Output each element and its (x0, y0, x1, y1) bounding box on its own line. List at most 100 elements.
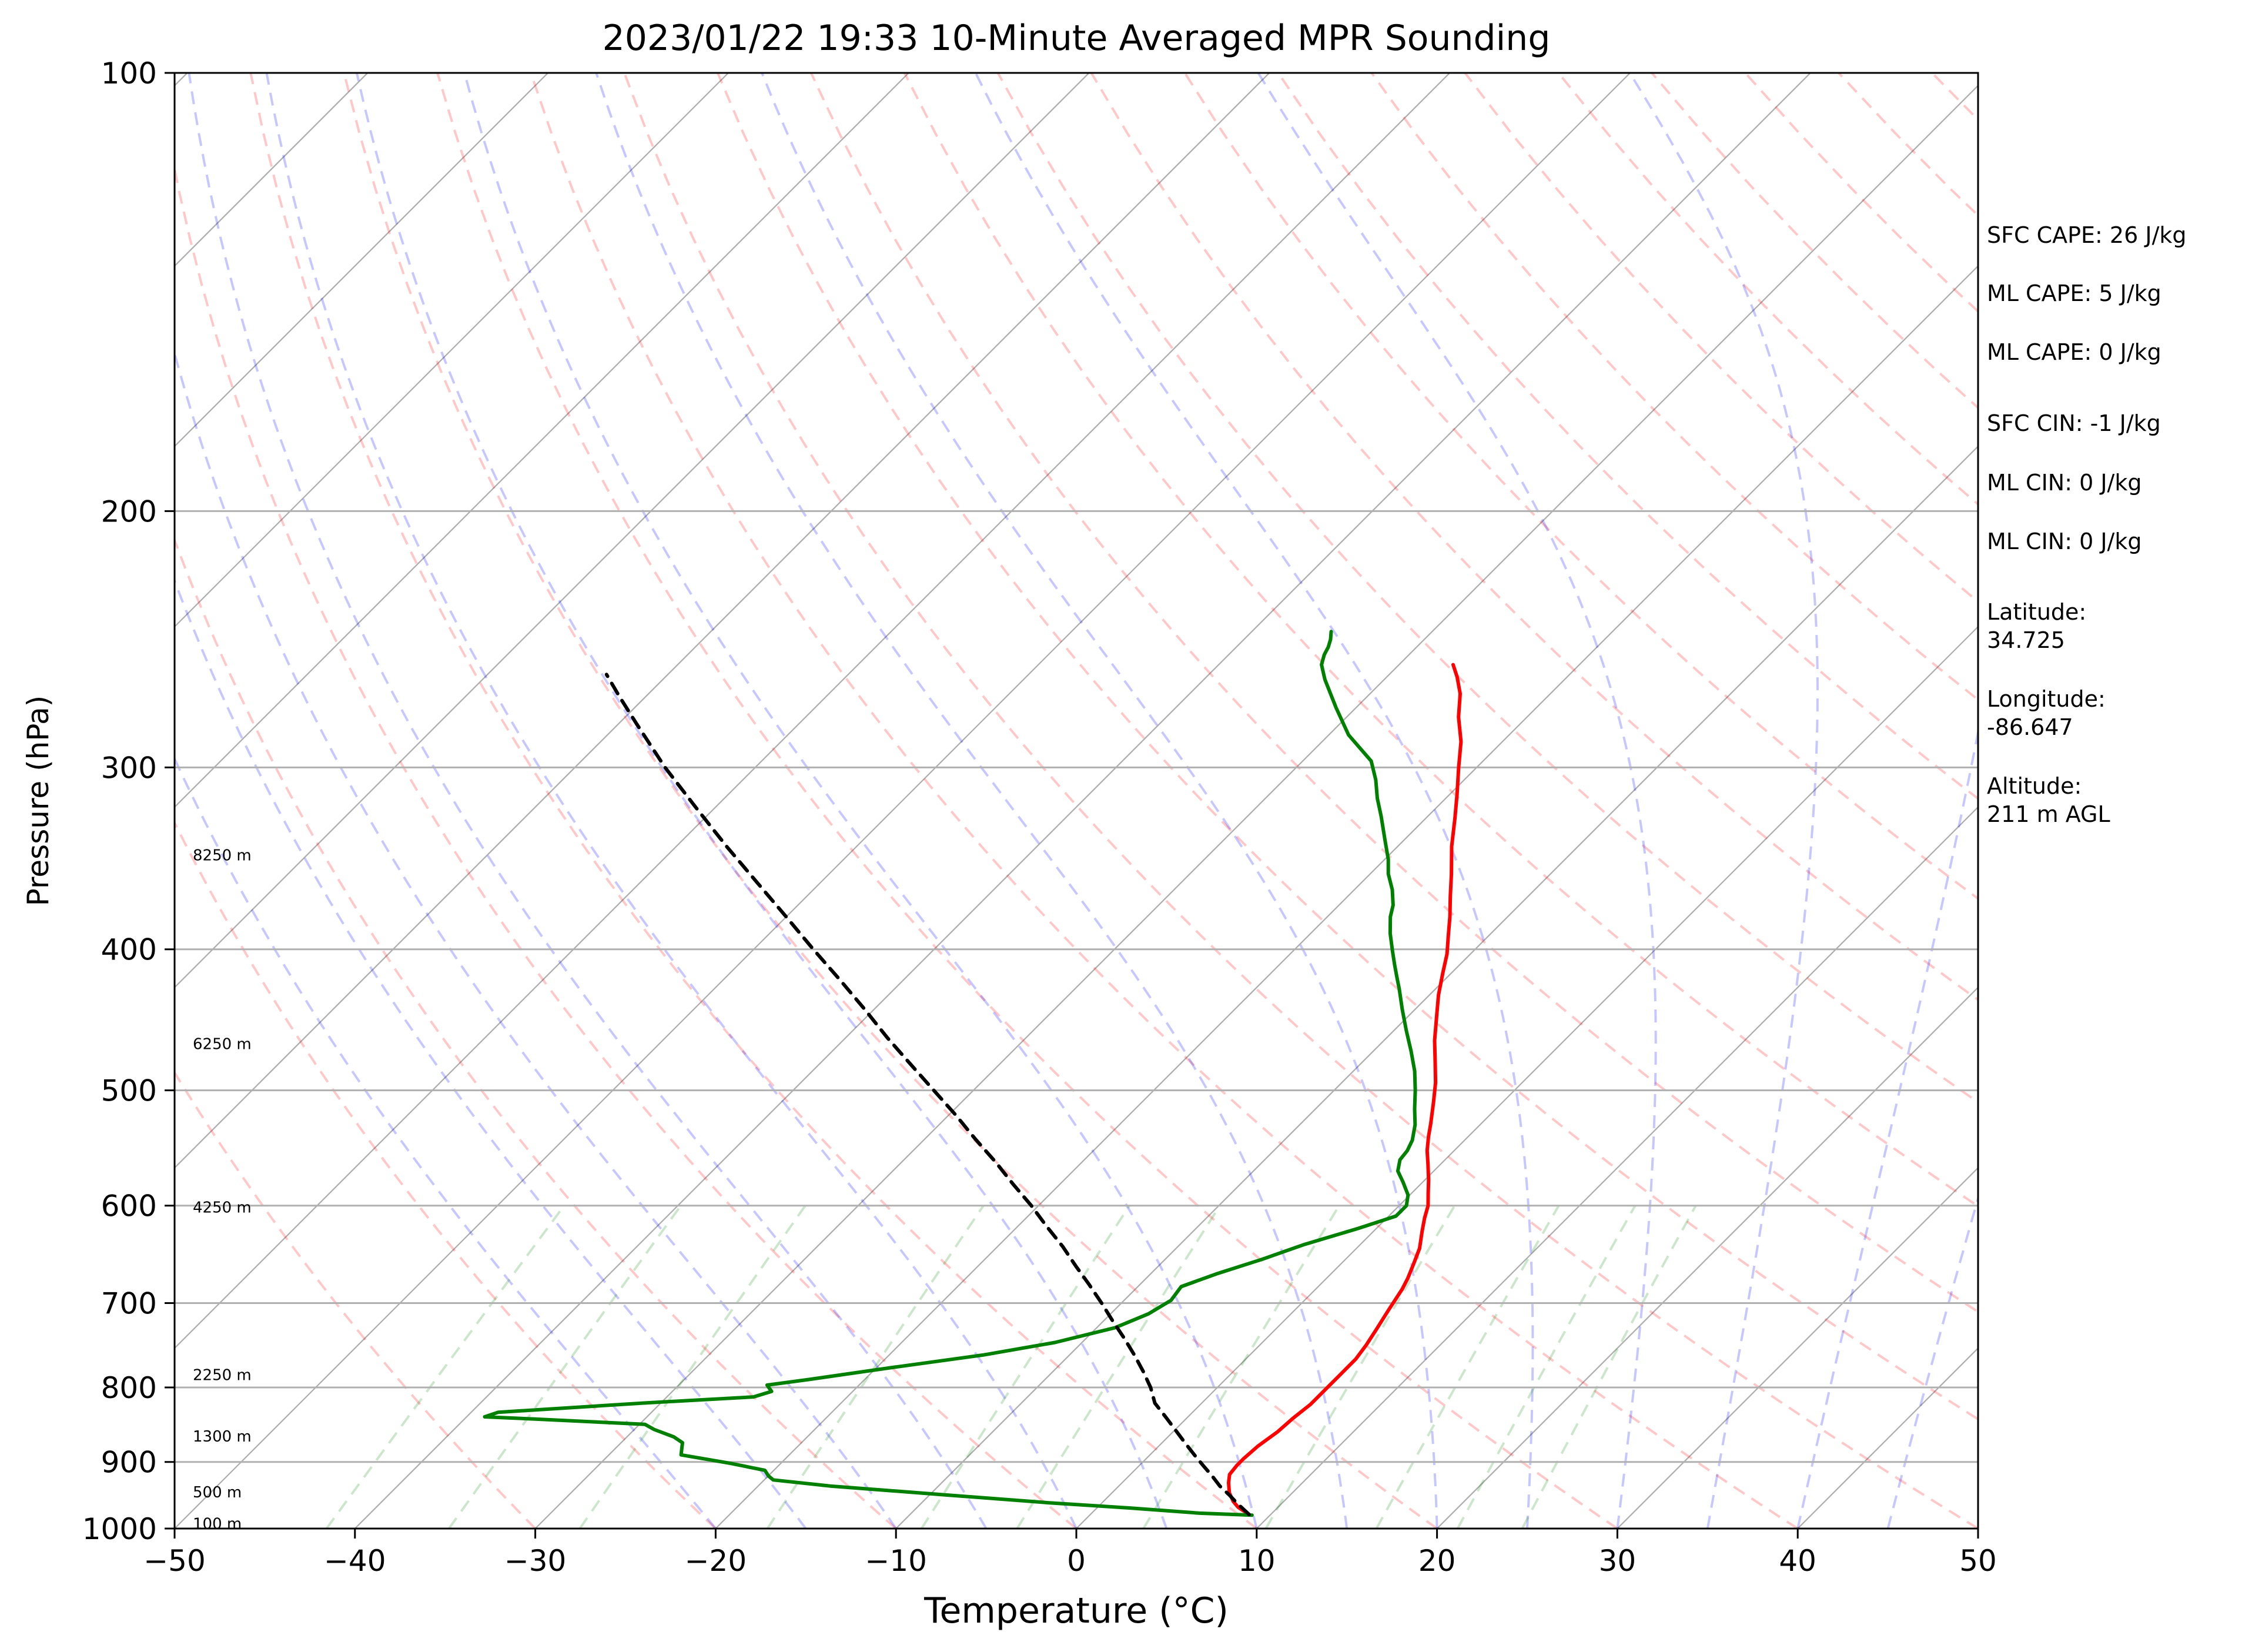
y-tick-label: 600 (101, 1189, 157, 1223)
moist-adiabat-line (1796, 726, 1978, 1529)
moist-adiabat-line (265, 73, 1078, 1529)
y-tick-label: 300 (101, 751, 157, 785)
mixing-ratio-line (921, 1205, 1131, 1529)
isotherm-line (175, 73, 548, 447)
y-tick-label: 400 (101, 933, 157, 967)
stats-annotation-line: SFC CIN: -1 J/kg (1987, 410, 2161, 436)
isotherm-line (1617, 1166, 1978, 1529)
dry-adiabat-line (249, 73, 1258, 1529)
x-tick-label: −50 (143, 1544, 206, 1578)
profile-line-0 (1227, 663, 1463, 1517)
stats-annotation-line: ML CIN: 0 J/kg (1987, 529, 2141, 554)
x-tick-label: 20 (1418, 1544, 1456, 1578)
height-label: 1300 m (193, 1428, 252, 1446)
stats-annotation: ML CIN: 0 J/kg (1987, 470, 2141, 496)
height-label: 6250 m (193, 1036, 252, 1054)
stats-annotation: ML CIN: 0 J/kg (1987, 529, 2141, 554)
isotherm-line (175, 73, 1631, 1529)
isotherm-line (534, 85, 1978, 1529)
stats-annotation: Longitude: -86.647 (1987, 686, 2106, 740)
stats-annotation-line: 211 m AGL (1987, 801, 2110, 827)
x-axis-label: Temperature (°C) (923, 1590, 1229, 1631)
moist-adiabat-line (175, 577, 807, 1529)
dry-adiabat-line (530, 73, 1799, 1529)
moist-adiabat-line (974, 73, 1534, 1529)
y-tick-label: 200 (101, 494, 157, 529)
isotherm-line (175, 73, 1090, 989)
y-tick-label: 100 (101, 56, 157, 91)
x-tick-label: 50 (1959, 1544, 1997, 1578)
moist-adiabat-line (761, 73, 1438, 1529)
height-label: 8250 m (193, 847, 252, 865)
x-tick-label: −20 (685, 1544, 747, 1578)
height-labels: 100 m 500 m 1300 m 2250 m 4250 m 6250 m 8250 m (193, 847, 252, 1533)
height-label: 4250 m (193, 1199, 252, 1216)
stats-annotation-line: Latitude: (1987, 599, 2086, 625)
moist-adiabat-line (463, 73, 1258, 1529)
y-axis-label: Pressure (hPa) (21, 695, 55, 907)
moist-adiabat-line (595, 73, 1348, 1529)
isotherm-line (175, 73, 909, 808)
stats-annotation: ML CAPE: 0 J/kg (1987, 339, 2161, 365)
background-lines (175, 73, 1978, 1529)
stats-annotation-line: Altitude: (1987, 773, 2082, 799)
dry-adiabat-line (175, 820, 717, 1529)
mixing-ratio-line (1264, 1205, 1456, 1529)
height-label: 500 m (193, 1484, 242, 1501)
stats-annotation-line: Longitude: (1987, 686, 2106, 712)
dry-adiabat-line (436, 73, 1618, 1529)
dry-adiabat-line (175, 1070, 537, 1529)
x-tick-label: −30 (504, 1544, 567, 1578)
dry-adiabat-line (1277, 73, 1978, 800)
mixing-ratio-line (1375, 1205, 1560, 1529)
stats-annotation: ML CAPE: 5 J/kg (1987, 280, 2161, 306)
stats-annotation: Altitude: 211 m AGL (1987, 773, 2110, 827)
isotherm-line (354, 73, 1811, 1529)
stats-annotation-line: -86.647 (1987, 714, 2073, 740)
stats-annotation-line: ML CAPE: 5 J/kg (1987, 280, 2161, 306)
x-axis-ticks: −50 −40 −30 −20 −10 0 10 20 30 40 50 (143, 1529, 1997, 1578)
x-tick-label: 30 (1599, 1544, 1637, 1578)
isotherm-line (175, 73, 1270, 1169)
stats-annotation: SFC CIN: -1 J/kg (1987, 410, 2161, 436)
y-tick-label: 500 (101, 1074, 157, 1108)
moist-adiabat-line (188, 73, 988, 1529)
isotherm-line (175, 73, 729, 628)
stats-annotation-line: ML CIN: 0 J/kg (1987, 470, 2141, 496)
x-tick-label: −10 (865, 1544, 927, 1578)
height-label: 2250 m (193, 1367, 252, 1385)
mixing-ratio-line (1016, 1205, 1221, 1529)
dry-adiabat-line (175, 536, 897, 1529)
stats-annotation: Latitude: 34.725 (1987, 599, 2086, 653)
stats-annotation-line: 34.725 (1987, 627, 2065, 653)
moist-adiabat-line (1628, 73, 1819, 1529)
y-tick-label: 700 (101, 1286, 157, 1320)
y-axis-ticks: 1000 900 800 700 600 500 400 300 200 100 (82, 56, 175, 1546)
dry-adiabat-line (175, 163, 1078, 1529)
height-label: 100 m (193, 1515, 242, 1533)
mixing-ratio-line (766, 1205, 985, 1529)
dry-adiabat-line (996, 73, 1978, 1104)
stats-annotations: SFC CAPE: 26 J/kg ML CAPE: 5 J/kg ML CAPE:… (1987, 222, 2187, 827)
isotherm-line (175, 73, 1450, 1349)
profile-lines (483, 630, 1463, 1517)
x-tick-label: 0 (1067, 1544, 1086, 1578)
profile-line-2 (604, 673, 1251, 1517)
isotherm-line (895, 445, 1978, 1529)
chart-title: 2023/01/22 19:33 10-Minute Averaged MPR … (603, 18, 1551, 59)
profile-line-1 (483, 630, 1417, 1517)
dry-adiabat-line (1370, 73, 1978, 701)
stats-annotation-line: SFC CAPE: 26 J/kg (1987, 222, 2187, 248)
moist-adiabat-line (175, 349, 897, 1529)
y-tick-label: 900 (101, 1446, 157, 1480)
isotherm-line (1436, 986, 1978, 1529)
moist-adiabat-line (1886, 1193, 1978, 1529)
mixing-ratio-line (1142, 1205, 1340, 1529)
stats-annotation-line: ML CAPE: 0 J/kg (1987, 339, 2161, 365)
dry-adiabat-line (1090, 73, 1978, 1002)
x-tick-label: 10 (1238, 1544, 1276, 1578)
isotherm-line (1076, 626, 1978, 1529)
dry-adiabat-line (343, 73, 1438, 1529)
y-tick-label: 800 (101, 1371, 157, 1405)
